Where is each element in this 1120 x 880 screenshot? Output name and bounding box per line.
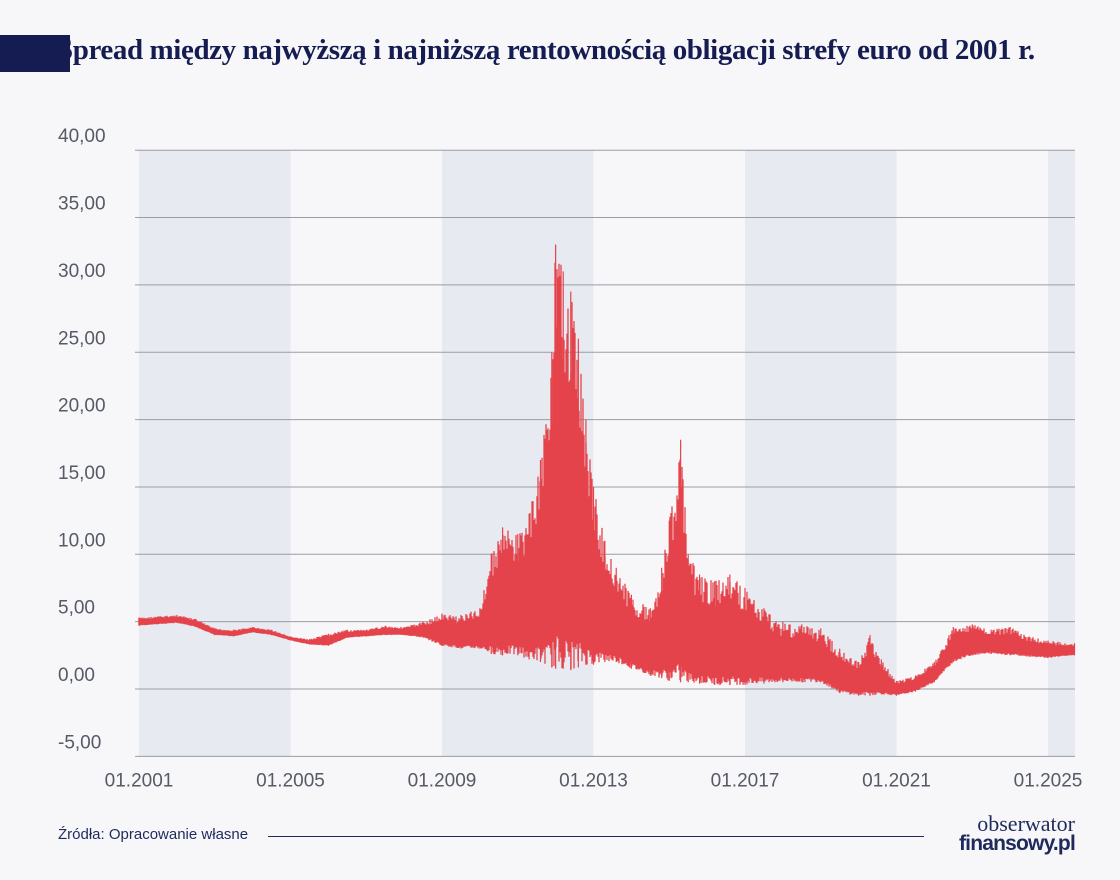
y-tick-label: 5,00 (58, 598, 95, 619)
y-tick-label: 30,00 (58, 261, 106, 282)
chart-title: Spread między najwyższą i najniższą rent… (57, 34, 1035, 66)
x-tick-label: 01.2013 (559, 770, 628, 791)
y-tick-label: 0,00 (58, 665, 95, 686)
shaded-period (1048, 150, 1075, 757)
x-tick-label: 01.2025 (1014, 770, 1083, 791)
footer-divider (268, 836, 924, 837)
shaded-period (139, 150, 291, 757)
x-tick-label: 01.2021 (862, 770, 931, 791)
x-tick-label: 01.2001 (105, 770, 174, 791)
y-tick-label: 20,00 (58, 396, 106, 417)
y-tick-label: -5,00 (58, 732, 101, 753)
y-tick-label: 15,00 (58, 463, 106, 484)
x-tick-label: 01.2017 (711, 770, 780, 791)
y-tick-label: 40,00 (58, 126, 106, 147)
logo: obserwator finansowy.pl (935, 811, 1076, 855)
y-tick-label: 10,00 (58, 530, 106, 551)
x-tick-label: 01.2005 (256, 770, 325, 791)
logo-line2: finansowy.pl (958, 832, 1076, 855)
source-note: Źródła: Opracowanie własne (58, 826, 249, 843)
y-tick-label: 35,00 (58, 194, 106, 215)
x-tick-label: 01.2009 (408, 770, 477, 791)
y-tick-label: 25,00 (58, 328, 106, 349)
title-accent-block (0, 35, 70, 72)
logo-line1: obserwator (977, 811, 1075, 836)
